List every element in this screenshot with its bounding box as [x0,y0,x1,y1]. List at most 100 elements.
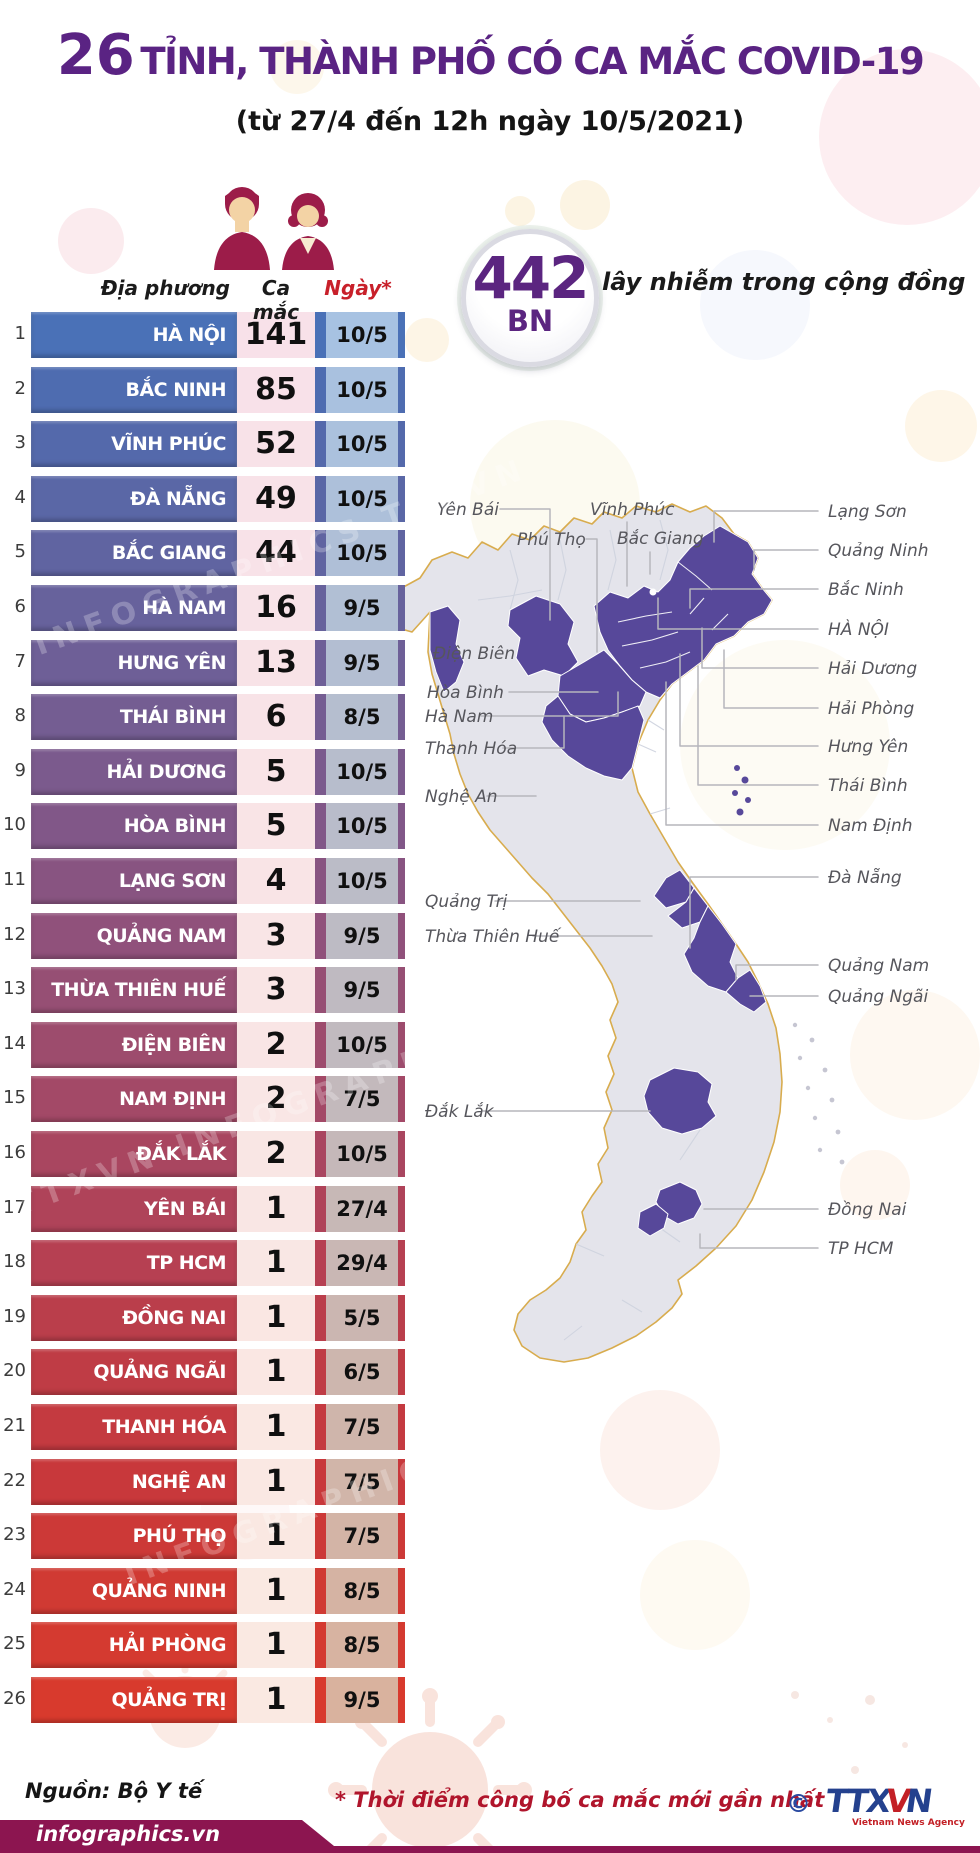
date-cell: 10/5 [315,421,405,468]
province-cell: QUẢNG NAM [31,912,237,959]
cases-cell: 13 [237,639,315,686]
province-cell: NGHỆ AN [31,1458,237,1505]
map-connector [679,653,819,747]
island-truong-sa [805,1085,811,1091]
date-cell: 10/5 [315,1021,405,1068]
cases-cell: 1 [237,1677,315,1723]
cases-cell: 141 [237,312,315,358]
map-label: Phú Thọ [517,530,586,550]
cases-cell: 2 [237,1076,315,1123]
province-cell: PHÚ THỌ [31,1513,237,1560]
date-cell: 9/5 [315,912,405,959]
subtitle: (từ 27/4 đến 12h ngày 10/5/2021) [235,106,745,137]
map-label: Thái Bình [828,776,908,796]
map-connector [713,510,819,543]
row-rank: 25 [3,1633,26,1655]
ttxvn-logo: TTXVN [823,1782,933,1820]
map-connector [689,588,819,609]
row-rank: 22 [3,1469,26,1491]
column-header-location: Địa phương [100,276,230,300]
date-footnote: * Thời điểm công bố ca mắc mới gần nhất [335,1788,825,1812]
vietnam-outline [389,503,783,1363]
table-row: 12 QUẢNG NAM 3 9/5 [0,912,406,959]
date-cell: 10/5 [315,312,405,358]
province-cell: HẢI DƯƠNG [31,748,237,795]
map-label: TP HCM [828,1239,894,1259]
map-connector [499,508,551,621]
hanoi-city-dot [649,588,657,596]
row-rank: 2 [14,377,26,399]
cases-cell: 16 [237,585,315,631]
province-cell: YÊN BÁI [31,1185,237,1232]
province-cell: HÀ NAM [31,585,237,631]
row-rank: 11 [3,869,26,890]
table-row: 11 LẠNG SƠN 4 10/5 [0,858,406,904]
map-label: Vĩnh Phúc [590,500,675,520]
cases-cell: 44 [237,530,315,577]
map-connector [480,691,619,717]
table-row: 13 THỪA THIÊN HUẾ 3 9/5 [0,967,406,1014]
row-rank: 23 [3,1524,26,1546]
table-row: 22 NGHỆ AN 1 7/5 [0,1458,406,1505]
map-connector [697,665,819,786]
date-cell: 7/5 [315,1513,405,1560]
island-truong-sa [817,1147,823,1153]
province-tp-hcm [637,1203,669,1237]
table-row: 5 BẮC GIANG 44 10/5 [0,530,406,577]
table-row: 25 HẢI PHÒNG 1 8/5 [0,1622,406,1669]
map-label: Quảng Nam [828,956,929,976]
province-cell: HÀ NỘI [31,312,237,358]
table-row: 14 ĐIỆN BIÊN 2 10/5 [0,1021,406,1068]
woman-icon [282,193,334,270]
table-row: 23 PHÚ THỌ 1 7/5 [0,1513,406,1560]
row-rank: 8 [14,705,26,727]
map-label: Nghệ An [425,787,498,807]
row-rank: 5 [14,541,26,563]
row-rank: 24 [3,1578,26,1600]
island-truong-sa [797,1055,803,1061]
source-note: Nguồn: Bộ Y tế [25,1779,203,1803]
province-cell: VĨNH PHÚC [31,421,237,468]
date-cell: 10/5 [315,1131,405,1177]
map-label: Thanh Hóa [425,739,517,759]
table-row: 4 ĐÀ NẴNG 49 10/5 [0,475,406,522]
row-rank: 1 [14,323,26,344]
table-row: 16 ĐẮK LẮK 2 10/5 [0,1131,406,1177]
map-label: Thừa Thiên Huế [425,926,562,947]
map-label: Đồng Nai [828,1199,907,1220]
cases-cell: 1 [237,1404,315,1450]
island-truong-sa [812,1115,818,1121]
table-body: 1 HÀ NỘI 141 10/5 2 BẮC NINH 85 10/5 3 VĨNH PHÚC 5… [0,312,406,1732]
cases-cell: 3 [237,967,315,1014]
cases-cell: 3 [237,912,315,959]
cases-cell: 4 [237,858,315,904]
map-connector [657,597,819,630]
cases-cell: 49 [237,475,315,522]
map-connector [585,538,598,653]
province-cell: HÒA BÌNH [31,803,237,850]
table-row: 20 QUẢNG NGÃI 1 6/5 [0,1349,406,1396]
cases-cell: 6 [237,694,315,741]
row-rank: 13 [3,978,26,1000]
island-truong-sa [792,1022,798,1028]
man-icon [214,187,270,270]
people-icons [214,187,334,270]
row-rank: 10 [3,814,26,836]
date-cell: 9/5 [315,585,405,631]
row-rank: 20 [3,1360,26,1382]
map-label: Điện Biên [433,644,515,664]
table-row: 1 HÀ NỘI 141 10/5 [0,312,406,358]
island-truong-sa [839,1159,845,1165]
date-cell: 10/5 [315,475,405,522]
province-cell: LẠNG SƠN [31,858,237,904]
province-cell: HẢI PHÒNG [31,1622,237,1669]
table-row: 2 BẮC NINH 85 10/5 [0,366,406,413]
map-label: Đắk Lắk [425,1101,495,1122]
map-connector [753,549,819,571]
row-rank: 19 [3,1305,26,1327]
cases-cell: 1 [237,1622,315,1669]
